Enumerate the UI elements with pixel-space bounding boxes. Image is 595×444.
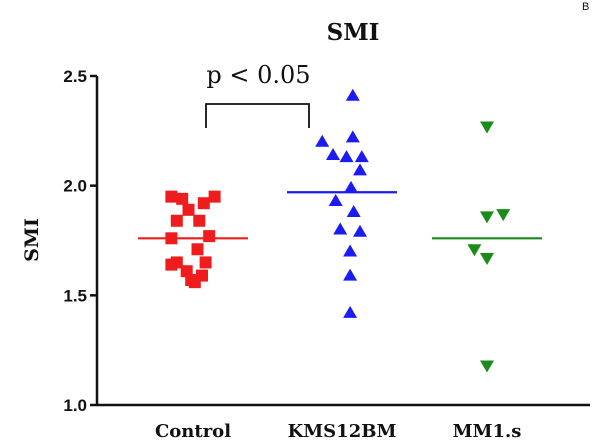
data-point [176, 192, 189, 205]
data-point [326, 147, 340, 160]
data-point [333, 222, 348, 235]
y-tick-label: 1.5 [63, 286, 87, 305]
data-point [170, 214, 183, 227]
data-point [346, 204, 361, 217]
category-label: MM1.s [453, 421, 522, 442]
category-label: KMS12BM [288, 421, 397, 442]
category-labels: Control KMS12BM MM1.s [155, 421, 521, 442]
data-point [480, 360, 494, 373]
data-point [467, 244, 482, 257]
data-point [353, 163, 367, 176]
corner-mark: B [582, 1, 589, 13]
data-point [199, 256, 212, 269]
data-point [165, 190, 178, 203]
data-point [188, 276, 201, 289]
data-point [345, 88, 360, 101]
data-point [197, 197, 210, 210]
data-point [203, 230, 216, 243]
y-ticks: 1.0 1.5 2.0 2.5 [63, 67, 97, 415]
data-point [165, 232, 178, 245]
data-point [182, 203, 195, 216]
y-axis-label: SMI [21, 218, 43, 262]
data-point [480, 121, 494, 134]
y-tick-label: 1.0 [63, 396, 87, 415]
data-point [354, 150, 369, 163]
data-point [165, 258, 178, 271]
axes [95, 76, 590, 407]
data-point [343, 268, 358, 281]
data-point [339, 150, 354, 163]
data-point [344, 180, 358, 193]
p-value-label: p < 0.05 [206, 61, 310, 89]
data-point [315, 134, 330, 147]
data-point [191, 243, 204, 256]
category-label: Control [155, 421, 231, 442]
data-points [165, 88, 511, 373]
data-point [193, 214, 206, 227]
data-point [496, 209, 511, 222]
data-point [208, 190, 221, 203]
data-point [343, 305, 358, 318]
significance-annotation: p < 0.05 [205, 61, 311, 128]
data-point [345, 130, 360, 143]
chart-title: SMI [327, 19, 380, 46]
data-point [480, 253, 494, 266]
y-tick-label: 2.0 [63, 177, 87, 196]
data-point [480, 211, 494, 224]
significance-bracket [205, 103, 310, 128]
mean-lines [138, 191, 542, 240]
y-tick-label: 2.5 [63, 67, 87, 86]
data-point [343, 244, 358, 257]
data-point [353, 224, 367, 237]
data-point [328, 194, 343, 207]
